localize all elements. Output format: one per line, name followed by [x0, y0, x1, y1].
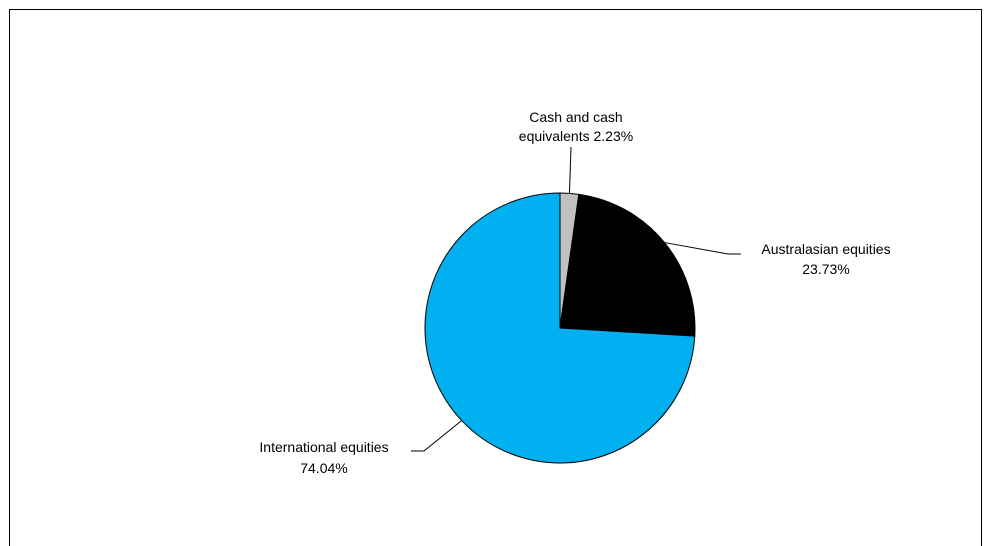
slice-label-australasian-line1: Australasian equities: [761, 241, 890, 257]
pie-slice-australasian: [559, 193, 696, 337]
leader-lines: [411, 146, 741, 452]
pie-slice-international: [424, 192, 696, 464]
leader-line-australasian: [664, 242, 741, 255]
pie-slices: [424, 192, 696, 464]
leader-line-international: [411, 420, 463, 452]
slice-label-cash-line2: equivalents 2.23%: [519, 128, 633, 144]
slice-label-international-line2: 74.04%: [300, 460, 347, 476]
leader-line-cash: [568, 146, 572, 194]
slice-label-australasian-line2: 23.73%: [802, 261, 849, 277]
slice-label-international-line1: International equities: [259, 439, 388, 455]
slice-label-cash-line1: Cash and cash: [529, 109, 622, 125]
